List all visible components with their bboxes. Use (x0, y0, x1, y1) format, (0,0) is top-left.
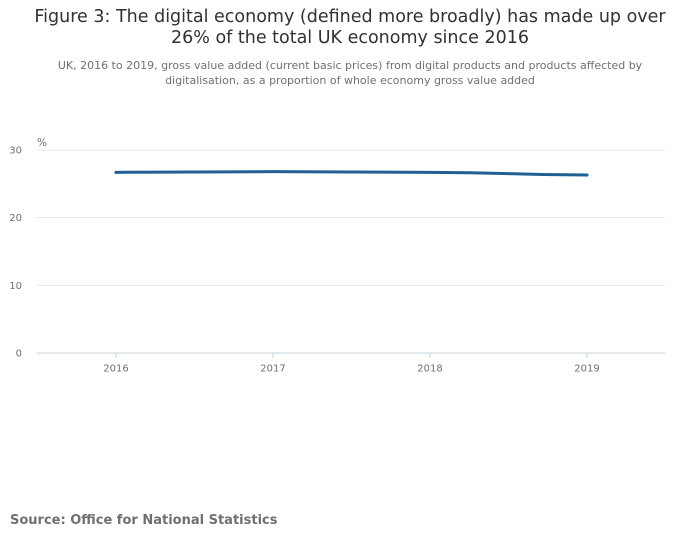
data-point-2018 (428, 170, 432, 174)
source-note: Source: Office for National Statistics (10, 513, 278, 528)
axes: 0 10 20 30% 2016 2017 2018 2019 (9, 137, 665, 375)
x-tick-label: 2018 (417, 364, 442, 375)
series-layer (114, 170, 589, 177)
gridlines (37, 149, 665, 286)
y-tick-label: 30 (9, 146, 22, 157)
x-tick-label: 2017 (260, 364, 285, 375)
y-axis-unit-label: % (37, 137, 47, 149)
data-point-2017 (271, 170, 275, 174)
y-tick-label: 0 (16, 349, 22, 360)
series-line (114, 170, 589, 177)
chart-subtitle: UK, 2016 to 2019, gross value added (cur… (57, 59, 643, 87)
chart-title: Figure 3: The digital economy (defined m… (34, 7, 666, 48)
x-tick-label: 2019 (574, 364, 599, 375)
data-point-2019 (585, 173, 589, 177)
y-tick-label: 10 (9, 281, 22, 292)
x-tick-label: 2016 (103, 364, 128, 375)
data-point-2016 (114, 170, 118, 174)
y-tick-label: 20 (9, 213, 22, 224)
